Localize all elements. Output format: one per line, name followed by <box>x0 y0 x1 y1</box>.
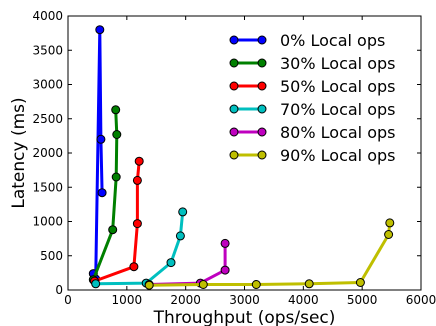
legend-marker-left-4 <box>229 127 239 137</box>
legend-marker-right-5 <box>257 150 267 160</box>
legend-marker-left-3 <box>229 104 239 114</box>
y-axis-label: Latency (ms) <box>9 97 29 208</box>
y-tick-label-5: 2500 <box>32 112 63 126</box>
series-0-point-2 <box>95 25 105 35</box>
legend-marker-right-0 <box>257 35 267 45</box>
series-5-point-5 <box>384 230 394 239</box>
legend-label-0: 0% Local ops <box>280 31 385 50</box>
x-tick-label-6: 6000 <box>406 293 436 307</box>
series-2-point-1 <box>129 262 139 272</box>
series-1-point-4 <box>111 105 121 115</box>
y-tick-label-0: 0 <box>55 283 63 297</box>
series-0-point-3 <box>96 134 106 144</box>
series-2-point-2 <box>132 219 142 229</box>
series-2-point-4 <box>134 156 144 166</box>
x-tick-label-1: 1000 <box>112 293 143 307</box>
series-5-point-4 <box>355 278 365 287</box>
legend-marker-left-2 <box>229 81 239 91</box>
legend-marker-left-5 <box>229 150 239 160</box>
series-0-point-4 <box>97 188 107 198</box>
series-2-point-3 <box>132 175 142 185</box>
series-4-point-2 <box>220 265 230 275</box>
series-line-0 <box>91 28 104 281</box>
y-tick-label-3: 1500 <box>32 180 63 194</box>
x-tick-label-0: 0 <box>64 293 72 307</box>
legend-marker-right-2 <box>257 81 267 91</box>
series-line-4 <box>147 241 227 286</box>
y-tick-label-4: 2000 <box>32 146 63 160</box>
series-5-point-2 <box>251 280 261 289</box>
series-line-5 <box>147 221 392 287</box>
y-tick-label-6: 3000 <box>32 78 63 92</box>
series-5-point-1 <box>198 280 208 289</box>
series-layer <box>88 25 395 290</box>
series-1-point-3 <box>112 130 122 139</box>
legend-marker-left-0 <box>229 35 239 45</box>
y-tick-label-8: 4000 <box>32 9 63 23</box>
series-5-point-0 <box>144 280 154 290</box>
series-3-point-4 <box>178 207 188 217</box>
series-1-point-2 <box>111 172 121 182</box>
legend-marker-right-1 <box>257 58 267 68</box>
x-tick-label-2: 2000 <box>170 293 201 307</box>
series-3-point-0 <box>91 279 101 289</box>
x-tick-label-3: 3000 <box>229 293 260 307</box>
legend-label-4: 80% Local ops <box>280 123 395 142</box>
legend-marker-right-3 <box>257 104 267 114</box>
series-1-point-1 <box>108 225 118 235</box>
series-3-point-2 <box>166 258 176 268</box>
legend: 0% Local ops 30% Local ops 50% Local ops 70… <box>229 31 395 165</box>
legend-label-2: 50% Local ops <box>280 77 395 96</box>
x-axis-label: Throughput (ops/sec) <box>153 308 336 326</box>
series-5-point-6 <box>385 218 395 228</box>
legend-label-3: 70% Local ops <box>280 100 395 119</box>
y-tick-label-2: 1000 <box>32 215 63 229</box>
legend-marker-right-4 <box>257 127 267 137</box>
x-tick-label-5: 5000 <box>347 293 378 307</box>
legend-label-1: 30% Local ops <box>280 54 395 73</box>
x-tick-label-4: 4000 <box>288 293 319 307</box>
legend-label-5: 90% Local ops <box>280 146 395 165</box>
series-5-point-3 <box>304 279 314 289</box>
legend-marker-left-1 <box>229 58 239 68</box>
series-4-point-3 <box>220 238 230 248</box>
y-tick-label-1: 500 <box>40 249 63 263</box>
ticks-layer: 0 1000 2000 3000 4000 5000 6000 0 500 1000 1500 200… <box>32 9 436 307</box>
series-3-point-3 <box>175 231 185 241</box>
y-tick-label-7: 3500 <box>32 43 63 57</box>
